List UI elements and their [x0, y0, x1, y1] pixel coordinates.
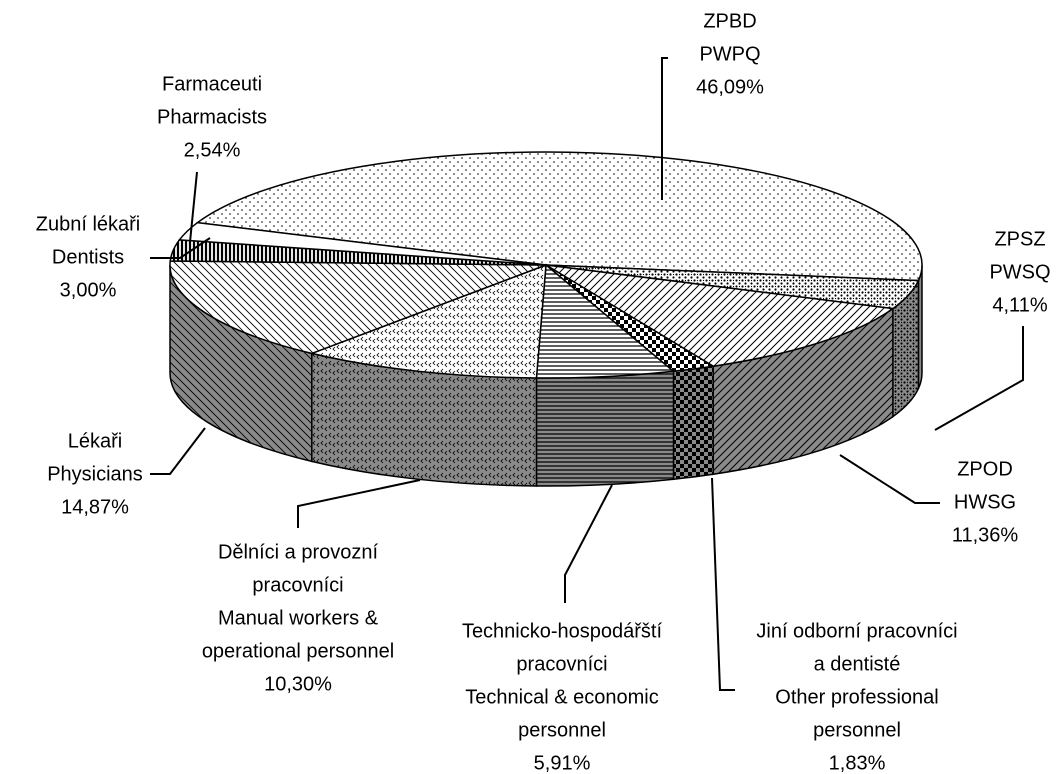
pie-slice — [535, 263, 676, 379]
slice-label: Pharmacists — [157, 106, 267, 128]
value-label: 3,00% — [60, 279, 117, 301]
slice-label: ZPOD — [957, 458, 1013, 480]
slice-label: Technical & economic — [465, 686, 658, 708]
slice-label: ZPSZ — [994, 228, 1045, 250]
slice-label: personnel — [813, 719, 901, 741]
leader-line — [934, 326, 1024, 431]
slice-label: ZPBD — [703, 10, 756, 32]
value-label: 1,83% — [829, 752, 886, 774]
slice-label: pracovníci — [252, 574, 343, 596]
pie-slice — [545, 264, 895, 367]
value-label: 46,09% — [696, 76, 764, 98]
slice-label: Dentists — [52, 246, 124, 268]
leader-line — [661, 57, 668, 200]
slice-label: Lékaři — [68, 430, 122, 452]
slice-label: Other professional — [775, 686, 938, 708]
pie-slice — [169, 260, 547, 355]
slice-label: Zubní lékaři — [36, 213, 141, 235]
slice-label: a dentisté — [814, 653, 901, 675]
pie-side — [672, 365, 714, 481]
pie-side — [535, 370, 675, 487]
leader-line — [297, 479, 421, 528]
slice-label: Physicians — [47, 463, 143, 485]
slice-label: pracovníci — [516, 653, 607, 675]
leader-line — [564, 484, 613, 603]
value-label: 14,87% — [61, 496, 129, 518]
value-label: 4,11% — [992, 294, 1047, 316]
slice-label: operational personnel — [202, 640, 394, 662]
leader-line — [189, 171, 198, 243]
pie-slice — [177, 221, 547, 266]
slice-label: Technicko-hospodářští — [462, 620, 663, 642]
pie-slice — [309, 263, 547, 379]
slice-label: PWSQ — [989, 261, 1050, 283]
value-label: 10,30% — [264, 673, 332, 695]
slice-label: PWPQ — [699, 43, 760, 65]
value-label: 11,36% — [952, 524, 1019, 546]
leader-line — [711, 477, 735, 691]
slice-label: Manual workers & — [218, 607, 379, 629]
pie-slice — [195, 151, 923, 282]
slice-label: Jiní odborní pracovníci — [756, 620, 957, 642]
leader-line — [150, 237, 211, 259]
value-label: 5,91% — [534, 752, 591, 774]
slice-label: personnel — [518, 719, 606, 741]
slice-label: Dělníci a provozní — [218, 541, 379, 563]
slice-label: Farmaceuti — [162, 73, 262, 95]
value-label: 2,54% — [184, 139, 241, 161]
leader-line — [150, 427, 206, 475]
leader-line — [839, 454, 940, 504]
slice-label: HWSG — [954, 491, 1016, 513]
